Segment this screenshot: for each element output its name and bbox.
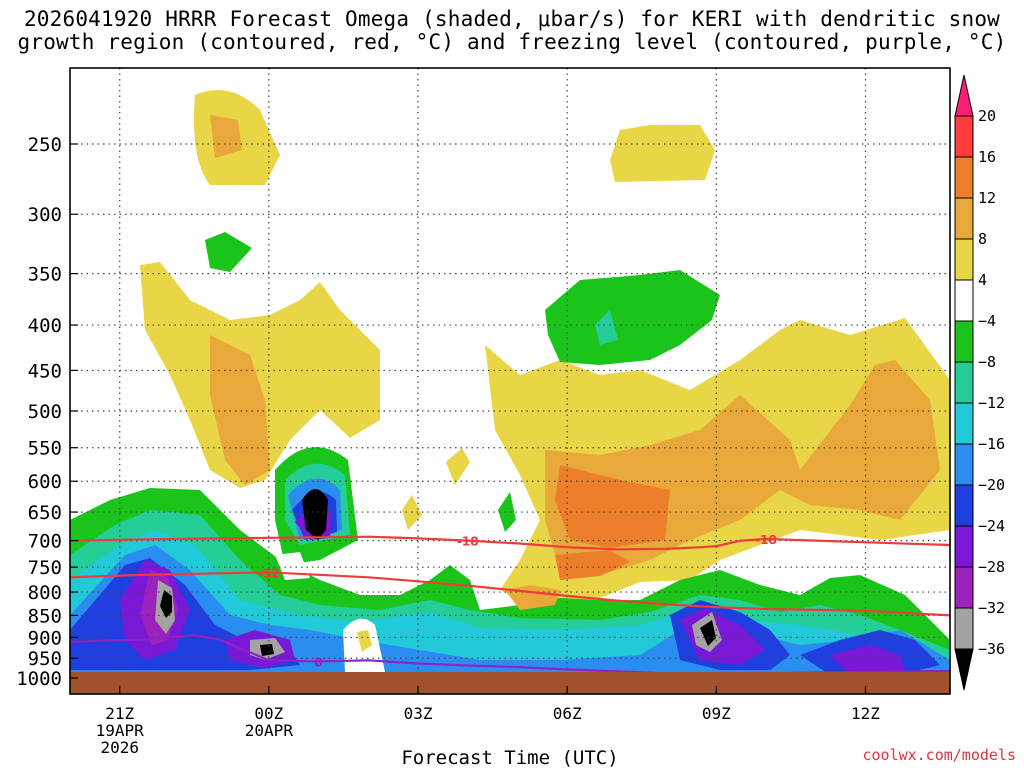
contour-label: -12 [258, 566, 280, 580]
contour-line-temperature [70, 535, 950, 551]
omega-negative-region [700, 620, 716, 646]
plot-frame [69, 67, 951, 695]
colorbar-label: 16 [978, 148, 996, 166]
x-tick-label: 20APR [245, 721, 294, 740]
contour-line-temperature [70, 571, 950, 617]
colorbar-label: −36 [978, 640, 1005, 658]
credit-text[interactable]: coolwx.com/models [862, 746, 1016, 764]
x-tick-label: 19APR [96, 721, 145, 740]
colorbar-segment [954, 197, 974, 240]
y-tick-label: 300 [28, 204, 62, 226]
omega-positive-region [610, 125, 715, 182]
colorbar-segment [954, 443, 974, 486]
y-tick-label: 800 [28, 582, 62, 604]
omega-negative-region [260, 644, 274, 656]
colorbar-segment [954, 484, 974, 527]
x-tick-label: 21Z [105, 704, 134, 723]
chart-title: 2026041920 HRRR Forecast Omega (shaded, … [0, 8, 1024, 54]
omega-negative-region [545, 270, 720, 365]
colorbar: 20 16 12 8 4 −4 −8 −12 −16 −20 −24 −28 −32 −36 [954, 74, 1005, 691]
omega-positive-region [555, 550, 630, 580]
x-tick-label: 12Z [851, 704, 880, 723]
ground-surface [70, 672, 950, 694]
x-tick-label: 00Z [254, 704, 283, 723]
omega-positive-region [555, 465, 670, 548]
colorbar-label: 12 [978, 189, 996, 207]
chart-title-line1: 2026041920 HRRR Forecast Omega (shaded, … [23, 7, 1001, 31]
colorbar-label: −16 [978, 435, 1005, 453]
x-tick-label: 09Z [702, 704, 731, 723]
colorbar-label: 20 [978, 107, 996, 125]
colorbar-label: −4 [978, 312, 996, 330]
y-tick-label: 700 [28, 531, 62, 553]
y-tick-label: 500 [28, 401, 62, 423]
x-tick-label: 2026 [100, 738, 139, 757]
colorbar-label: −24 [978, 517, 1005, 535]
omega-positive-region [446, 448, 470, 485]
colorbar-segment [954, 648, 974, 691]
y-tick-label: 750 [28, 557, 62, 579]
colorbar-segment [954, 279, 974, 322]
y-tick-label: 950 [28, 648, 62, 670]
y-tick-label: 850 [28, 605, 62, 627]
y-tick-label: 1000 [16, 668, 62, 690]
colorbar-label: −12 [978, 394, 1005, 412]
colorbar-label: −28 [978, 558, 1005, 576]
omega-negative-region [830, 645, 905, 675]
y-tick-label: 900 [28, 627, 62, 649]
contour-label: -18 [755, 533, 777, 547]
plot-area: -18 -18 -12 0 [70, 68, 950, 694]
y-tick-label: 350 [28, 264, 62, 286]
y-tick-label: 250 [28, 134, 62, 156]
colorbar-segment [954, 238, 974, 281]
colorbar-segment [954, 566, 974, 609]
chart-title-line2: growth region (contoured, red, °C) and f… [17, 30, 1007, 54]
y-tick-label: 400 [28, 315, 62, 337]
grid-lines [70, 68, 950, 694]
omega-positive-region [140, 262, 380, 488]
omega-positive-region [357, 630, 372, 652]
x-axis-label: Forecast Time (UTC) [401, 747, 618, 768]
omega-negative-region [498, 492, 516, 532]
colorbar-label: −20 [978, 476, 1005, 494]
x-tick-label: 06Z [553, 704, 582, 723]
y-tick-label: 550 [28, 438, 62, 460]
omega-negative-region [302, 489, 328, 540]
contour-label: 0 [314, 655, 322, 669]
colorbar-segment [954, 115, 974, 158]
colorbar-label: −32 [978, 599, 1005, 617]
omega-positive-region [210, 115, 242, 158]
colorbar-segment [954, 361, 974, 404]
y-tick-label: 450 [28, 360, 62, 382]
y-axis: 2503003504004505005506006507007508008509… [16, 134, 78, 690]
colorbar-segment [954, 525, 974, 568]
omega-negative-region [160, 590, 172, 618]
omega-negative-region [205, 232, 252, 272]
x-tick-label: 03Z [404, 704, 433, 723]
colorbar-segment [954, 402, 974, 445]
omega-negative-region [595, 310, 618, 345]
colorbar-segment [954, 74, 974, 117]
colorbar-segment [954, 607, 974, 650]
y-tick-label: 600 [28, 471, 62, 493]
colorbar-label: −8 [978, 353, 996, 371]
colorbar-segment [954, 156, 974, 199]
colorbar-label: 8 [978, 230, 987, 248]
y-tick-label: 650 [28, 502, 62, 524]
contour-label: -18 [457, 535, 479, 549]
colorbar-segment [954, 320, 974, 363]
colorbar-label: 4 [978, 271, 987, 289]
